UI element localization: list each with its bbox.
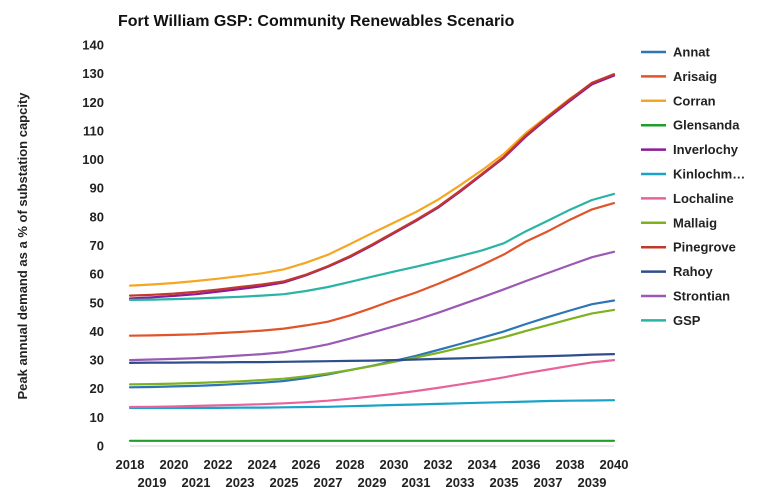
legend-label: GSP — [673, 313, 701, 328]
x-tick-label: 2032 — [424, 457, 453, 472]
y-tick-label: 40 — [90, 324, 104, 339]
y-tick-label: 50 — [90, 295, 104, 310]
x-tick-label: 2029 — [358, 475, 387, 490]
series-line-corran — [130, 75, 614, 286]
x-tick-label: 2031 — [402, 475, 431, 490]
legend-label: Inverlochy — [673, 142, 739, 157]
series-line-pinegrove — [130, 74, 614, 295]
y-tick-label: 120 — [82, 95, 104, 110]
y-tick-label: 30 — [90, 353, 104, 368]
x-tick-label: 2040 — [600, 457, 629, 472]
y-tick-label: 140 — [82, 38, 104, 53]
x-tick-label: 2037 — [534, 475, 563, 490]
y-tick-label: 110 — [83, 123, 104, 138]
series-lines — [130, 74, 614, 441]
x-tick-label: 2033 — [446, 475, 475, 490]
x-tick-label: 2027 — [314, 475, 343, 490]
y-tick-label: 20 — [90, 381, 104, 396]
x-tick-label: 2024 — [248, 457, 278, 472]
y-tick-label: 10 — [90, 410, 104, 425]
y-tick-labels: 0 10 20 30 40 50 60 70 80 90 100 110 120 130 140 — [82, 38, 104, 454]
x-tick-label: 2020 — [160, 457, 189, 472]
x-tick-label: 2034 — [468, 457, 498, 472]
y-axis-label: Peak annual demand as a % of substation … — [15, 92, 30, 400]
x-tick-label: 2019 — [138, 475, 167, 490]
x-tick-label: 2026 — [292, 457, 321, 472]
x-tick-label: 2036 — [512, 457, 541, 472]
x-tick-label: 2018 — [116, 457, 145, 472]
legend-label: Annat — [673, 45, 711, 60]
x-tick-label: 2025 — [270, 475, 299, 490]
x-tick-label: 2028 — [336, 457, 365, 472]
y-tick-label: 100 — [82, 152, 104, 167]
y-tick-label: 90 — [90, 181, 104, 196]
legend-label: Lochaline — [673, 191, 734, 206]
legend-label: Corran — [673, 93, 716, 108]
series-line-annat — [130, 301, 614, 388]
series-line-strontian — [130, 252, 614, 360]
legend-label: Arisaig — [673, 69, 717, 84]
legend: Annat Arisaig Corran Glensanda Inverlochy Kin… — [641, 45, 745, 328]
legend-label: Glensanda — [673, 118, 740, 133]
series-line-mallaig — [130, 310, 614, 385]
x-tick-label: 2030 — [380, 457, 409, 472]
x-tick-label: 2039 — [578, 475, 607, 490]
x-tick-labels: 2018 2020 2022 2024 2026 2028 2030 2032 2034 2036… — [116, 457, 629, 490]
y-tick-label: 130 — [82, 66, 104, 81]
series-line-gsp — [130, 194, 614, 300]
legend-label: Strontian — [673, 289, 730, 304]
chart-title: Fort William GSP: Community Renewables S… — [118, 13, 515, 30]
x-tick-label: 2023 — [226, 475, 255, 490]
x-tick-label: 2038 — [556, 457, 585, 472]
x-tick-label: 2022 — [204, 457, 233, 472]
y-tick-label: 60 — [90, 267, 104, 282]
legend-label: Pinegrove — [673, 240, 736, 255]
y-tick-label: 0 — [97, 439, 104, 454]
series-line-inverlochy — [130, 76, 614, 299]
legend-label: Mallaig — [673, 215, 717, 230]
y-tick-label: 80 — [90, 209, 104, 224]
x-tick-label: 2035 — [490, 475, 519, 490]
legend-label: Rahoy — [673, 264, 714, 279]
y-tick-label: 70 — [90, 238, 104, 253]
x-tick-label: 2021 — [182, 475, 211, 490]
legend-label: Kinlochm… — [673, 167, 745, 182]
